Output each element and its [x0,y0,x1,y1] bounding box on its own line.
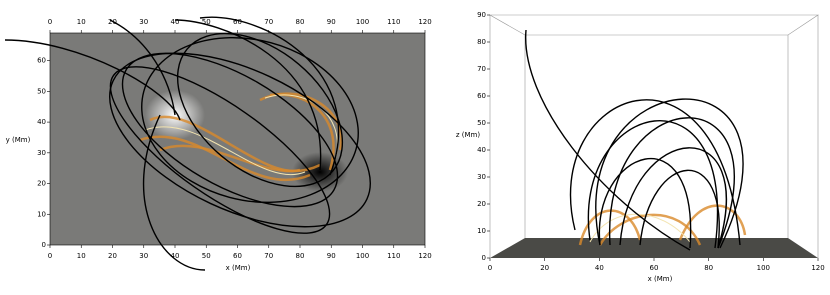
y-tick-label: 20 [37,180,46,188]
x-tick-label-top: 60 [233,18,242,26]
y-tick-label: 10 [37,210,46,218]
y-tick-label: 30 [37,149,46,157]
x-tick-label-top: 100 [356,18,369,26]
field-lines [4,16,371,271]
x-tick-label: 30 [139,252,148,260]
x-tick-label-top: 120 [418,18,431,26]
y-tick-label: 40 [37,118,46,126]
y-tick-label: 60 [37,57,46,65]
x-tick-label: 80 [704,264,713,272]
x-axis-label: x (Mm) [226,264,251,272]
x-tick-label: 40 [595,264,604,272]
x-tick-label-top: 30 [139,18,148,26]
y-axis-label: y (Mm) [6,136,31,144]
x-tick-label-top: 110 [387,18,400,26]
x-tick-label: 60 [650,264,659,272]
field-lines-3d [525,29,744,251]
x-tick-label-top: 80 [296,18,305,26]
x-tick-label-top: 90 [327,18,336,26]
x-tick-label: 40 [171,252,180,260]
left-panel: 0010102020303040405050606070708080909010… [37,18,432,260]
y-tick-label: 60 [477,92,486,100]
box [488,14,819,258]
x-tick-label: 10 [77,252,86,260]
x-tick-label: 60 [233,252,242,260]
y-tick-label: 0 [482,254,486,262]
x-tick-label: 90 [327,252,336,260]
x-tick-label: 20 [540,264,549,272]
x-tick-label-top: 0 [48,18,52,26]
x-tick-label: 70 [264,252,273,260]
y-tick-label: 20 [477,200,486,208]
y-tick-label: 80 [477,38,486,46]
x-tick-label: 120 [418,252,431,260]
floor [490,238,818,258]
x-tick-label-top: 20 [108,18,117,26]
x-axis-label: x (Mm) [648,275,673,283]
right-panel: 0 20 40 60 80 100 120 0 10 20 30 40 50 60 70 80 90 [477,11,825,272]
x-tick-label: 20 [108,252,117,260]
y-tick-label: 50 [37,87,46,95]
y-tick-label: 70 [477,65,486,73]
magnetogram [50,33,425,245]
y-tick-label: 90 [477,11,486,19]
x-tick-label: 100 [356,252,369,260]
x-tick-label-top: 10 [77,18,86,26]
y-tick-label: 40 [477,146,486,154]
z-axis-label: z (Mm) [456,131,480,139]
y-tick-label: 30 [477,173,486,181]
x-tick-label-top: 40 [171,18,180,26]
x-tick-label-top: 70 [264,18,273,26]
y-tick-label: 10 [477,227,486,235]
x-tick-label: 80 [296,252,305,260]
x-tick-label: 100 [757,264,770,272]
x-tick-label: 120 [811,264,824,272]
y-tick-label: 0 [42,241,46,249]
x-tick-label: 50 [202,252,211,260]
y-tick-label: 50 [477,119,486,127]
x-tick-label: 0 [488,264,492,272]
x-tick-label: 0 [48,252,52,260]
x-tick-label: 110 [387,252,400,260]
x-tick-label-top: 50 [202,18,211,26]
